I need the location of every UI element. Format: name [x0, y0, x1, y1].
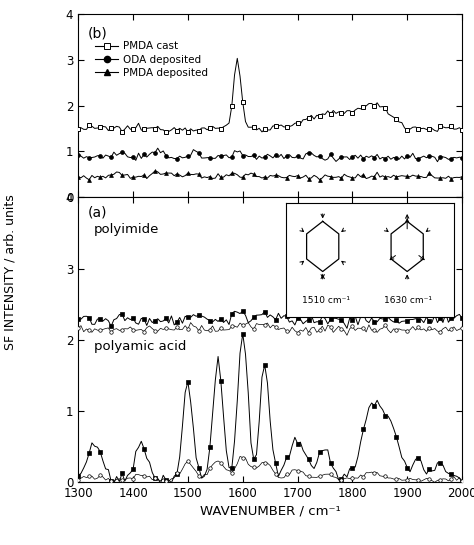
Text: SF INTENSITY / arb. units: SF INTENSITY / arb. units: [4, 195, 17, 350]
Text: (b): (b): [88, 27, 108, 40]
Text: polyamic acid: polyamic acid: [93, 340, 186, 353]
X-axis label: WAVENUMBER / cm⁻¹: WAVENUMBER / cm⁻¹: [200, 504, 340, 517]
Legend: PMDA cast, ODA deposited, PMDA deposited: PMDA cast, ODA deposited, PMDA deposited: [91, 37, 212, 82]
Text: (a): (a): [88, 206, 107, 220]
Text: polyimide: polyimide: [93, 223, 159, 236]
